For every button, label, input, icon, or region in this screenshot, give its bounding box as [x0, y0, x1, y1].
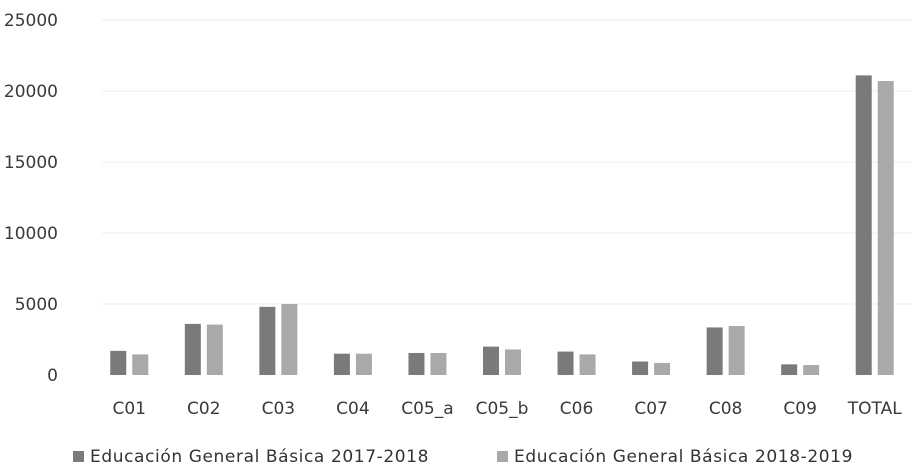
y-tick-label: 15000 [4, 153, 58, 173]
bar [259, 306, 276, 375]
x-tick-label: C05_b [476, 399, 529, 419]
y-tick-label: 10000 [4, 224, 58, 244]
y-tick-label: 20000 [4, 82, 58, 102]
bar [110, 350, 127, 375]
bar [654, 362, 671, 375]
bar [877, 81, 894, 375]
bar [706, 327, 723, 375]
bar [483, 346, 499, 375]
bar [355, 353, 372, 375]
bar [132, 354, 149, 375]
x-tick-label: C08 [709, 399, 743, 419]
x-axis: C01 C02 C03 C04 C05_a C05_b C06 C07 C08 C09 TOTAL [113, 399, 903, 419]
x-tick-label: C05_a [401, 399, 453, 419]
y-tick-label: 25000 [4, 11, 58, 31]
gridlines [102, 19, 912, 305]
bar [408, 352, 425, 375]
bar [855, 75, 872, 375]
legend-swatch [497, 451, 508, 462]
y-tick-label: 5000 [15, 295, 58, 315]
bar [206, 324, 223, 375]
x-tick-label: TOTAL [847, 399, 902, 419]
x-tick-label: C02 [187, 399, 221, 419]
bar [632, 361, 649, 375]
bar [781, 364, 798, 375]
legend-label: Educación General Básica 2018-2019 [514, 447, 853, 467]
x-tick-label: C09 [783, 399, 817, 419]
x-tick-label: C01 [113, 399, 147, 419]
bar [579, 354, 596, 375]
y-axis: 0 5000 10000 15000 20000 25000 [4, 11, 58, 386]
bar [281, 304, 298, 375]
legend-swatch [73, 451, 84, 462]
bar [557, 351, 574, 375]
y-tick-label: 0 [47, 366, 58, 386]
bar [430, 352, 447, 375]
bar [184, 323, 201, 375]
x-tick-label: C04 [336, 399, 370, 419]
legend-label: Educación General Básica 2017-2018 [90, 447, 429, 467]
x-tick-label: C07 [634, 399, 668, 419]
legend: Educación General Básica 2017-2018 Educac… [73, 447, 853, 467]
bar [803, 365, 820, 375]
bars [110, 75, 894, 375]
x-tick-label: C06 [560, 399, 594, 419]
x-tick-label: C03 [262, 399, 296, 419]
bar [333, 353, 350, 375]
bar [728, 326, 745, 375]
bar [505, 349, 521, 375]
